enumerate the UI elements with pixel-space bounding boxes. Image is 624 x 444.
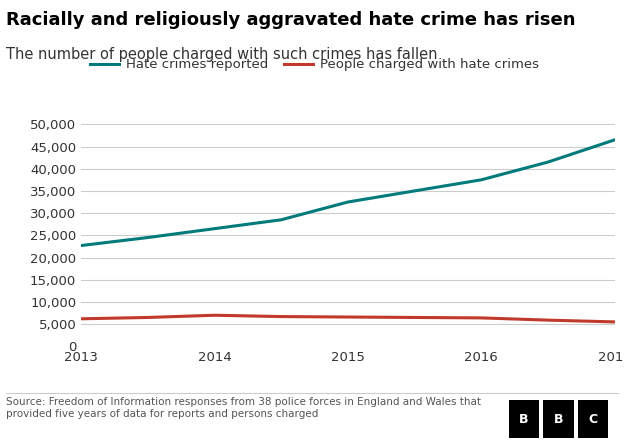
Text: Racially and religiously aggravated hate crime has risen: Racially and religiously aggravated hate… [6,11,576,29]
FancyBboxPatch shape [543,400,574,438]
Text: C: C [588,412,597,426]
Text: The number of people charged with such crimes has fallen: The number of people charged with such c… [6,47,438,62]
FancyBboxPatch shape [577,400,608,438]
FancyBboxPatch shape [509,400,539,438]
Text: B: B [519,412,529,426]
Legend: Hate crimes reported, People charged with hate crimes: Hate crimes reported, People charged wit… [85,53,544,77]
Text: B: B [553,412,563,426]
Text: Source: Freedom of Information responses from 38 police forces in England and Wa: Source: Freedom of Information responses… [6,397,481,419]
